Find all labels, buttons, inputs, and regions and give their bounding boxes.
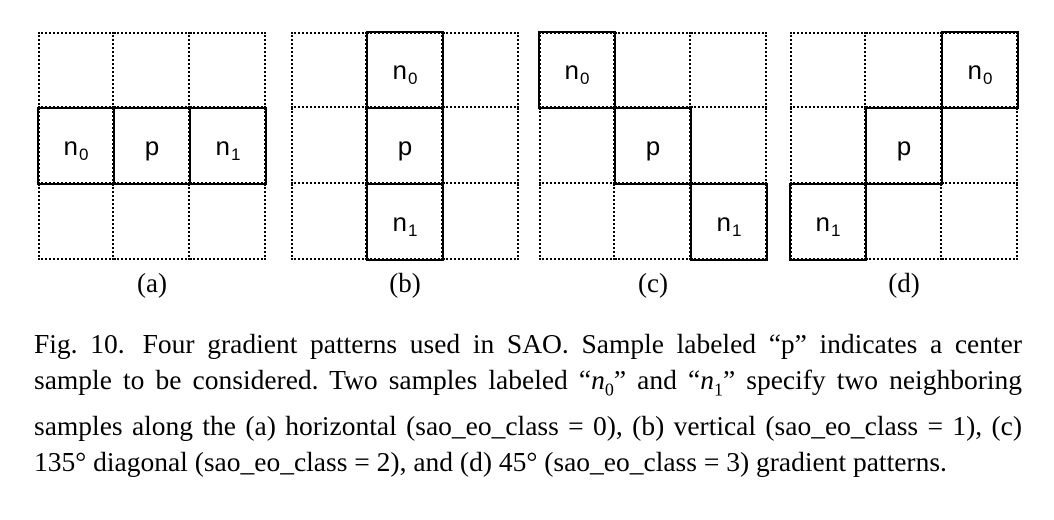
caption-text-2: ” and “ bbox=[613, 364, 701, 395]
center-sample-box bbox=[865, 107, 943, 185]
caption-var-n1: n1 bbox=[700, 364, 723, 400]
panel-label-b: (b) bbox=[389, 268, 421, 298]
grid-cell bbox=[866, 184, 942, 260]
grid-cell bbox=[38, 184, 114, 260]
grid-cell bbox=[291, 184, 367, 260]
grid-cell bbox=[790, 108, 866, 184]
grid-cell bbox=[942, 108, 1018, 184]
grid-cell bbox=[190, 184, 266, 260]
panel-label-a: (a) bbox=[137, 268, 167, 298]
figure-number: Fig. 10. bbox=[34, 328, 125, 359]
grid-cell bbox=[443, 32, 519, 108]
grid-cell bbox=[114, 32, 190, 108]
grid-cell bbox=[38, 32, 114, 108]
neighbor-sample-box bbox=[789, 183, 867, 261]
figure-caption: Fig. 10. Four gradient patterns used in S… bbox=[34, 326, 1022, 480]
caption-text-1: Four gradient patterns used in SAO. Samp… bbox=[34, 328, 1023, 395]
grid-cell bbox=[790, 32, 866, 108]
center-sample-label: p bbox=[144, 130, 160, 161]
panel-label-c: (c) bbox=[638, 268, 668, 298]
neighbor-sample-box bbox=[941, 31, 1019, 109]
grid-cell bbox=[866, 32, 942, 108]
panel-label-d: (d) bbox=[888, 268, 920, 298]
grid-cell bbox=[114, 184, 190, 260]
grid-cell bbox=[615, 184, 691, 260]
caption-var-n0: n0 bbox=[591, 364, 614, 400]
grid-cell bbox=[291, 108, 367, 184]
grid-cell bbox=[190, 32, 266, 108]
center-sample-label: p bbox=[645, 130, 661, 161]
grid-cell bbox=[942, 184, 1018, 260]
grid-cell bbox=[539, 184, 615, 260]
grid-cell bbox=[539, 108, 615, 184]
grid-cell bbox=[691, 32, 767, 108]
grid-cell bbox=[291, 32, 367, 108]
neighbor-sample-box bbox=[366, 183, 444, 261]
neighbor-sample-box bbox=[690, 183, 768, 261]
grid-cell bbox=[615, 32, 691, 108]
caption-text-3: ” specify two neighboring samples along … bbox=[34, 364, 1022, 477]
neighbor-sample-box bbox=[538, 31, 616, 109]
grid-cell bbox=[443, 108, 519, 184]
grid-cell bbox=[443, 184, 519, 260]
center-sample-label: p bbox=[896, 130, 912, 161]
grid-cell bbox=[691, 108, 767, 184]
center-sample-box bbox=[614, 107, 692, 185]
center-sample-label: p bbox=[397, 130, 413, 161]
neighbor-sample-box bbox=[189, 107, 267, 185]
